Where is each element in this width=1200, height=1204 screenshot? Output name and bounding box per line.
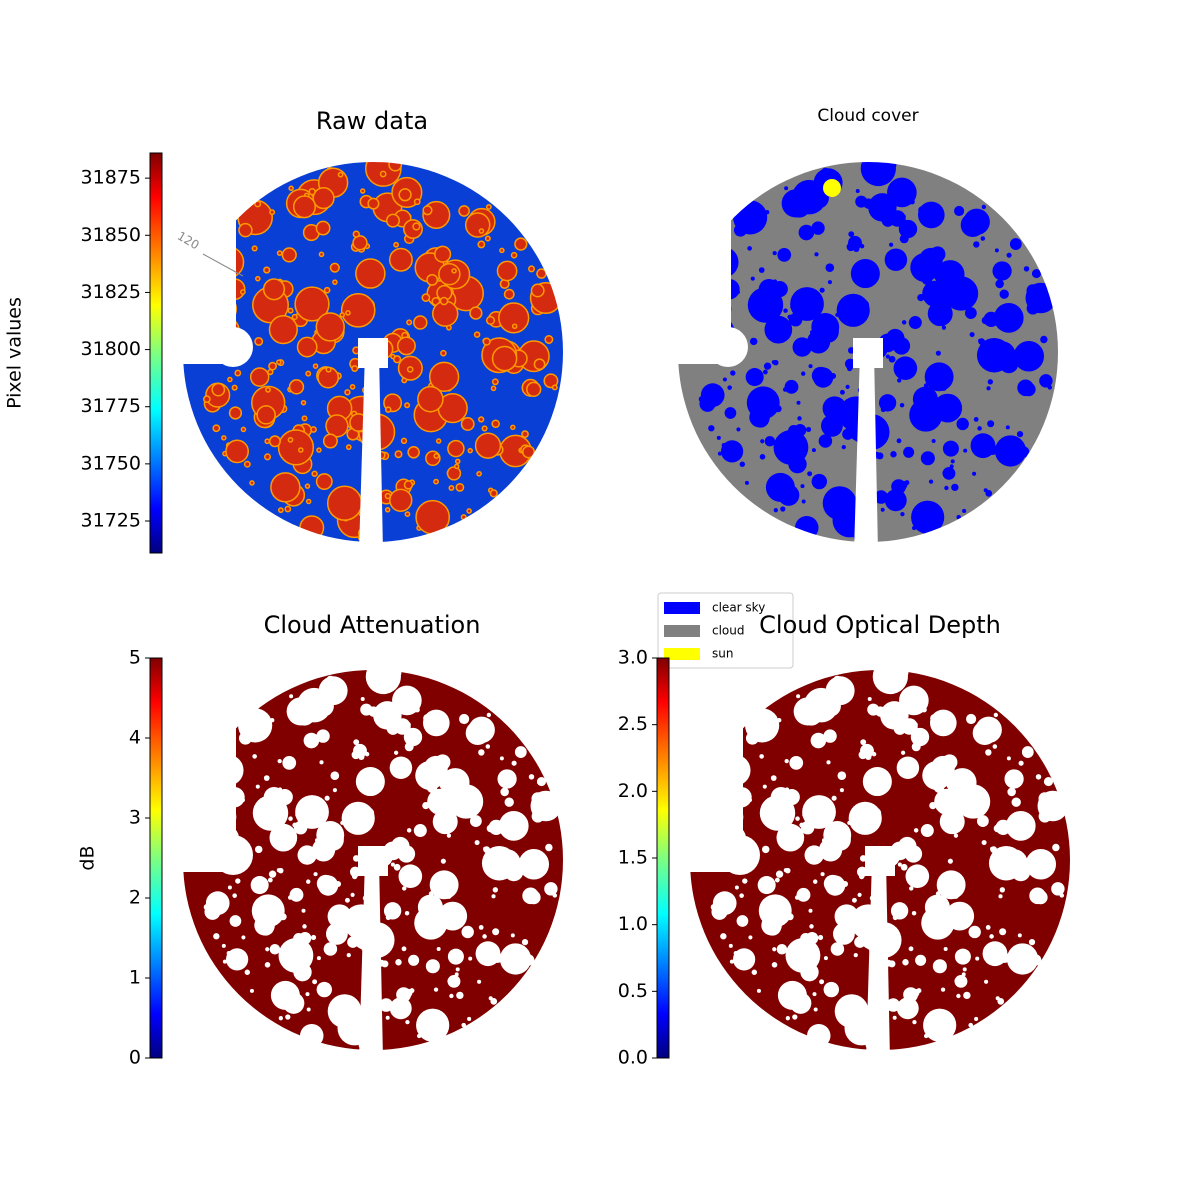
legend-label: clear sky [712, 601, 765, 615]
chart-title: Cloud Optical Depth [759, 611, 1001, 639]
colorbar-tick-label: 0.0 [618, 1047, 648, 1069]
legend-label: sun [712, 647, 733, 661]
colorbar-tick-label: 31875 [81, 167, 141, 189]
colorbar-tick-label: 5 [129, 647, 141, 669]
colorbar-tick-label: 2 [129, 887, 141, 909]
legend-swatch [664, 648, 700, 660]
sky-image [183, 150, 563, 542]
colorbar-tick-label: 31800 [81, 338, 141, 360]
sun-marker [823, 179, 841, 197]
colorbar-tick-label: 0.5 [618, 980, 648, 1002]
colorbar-tick-label: 4 [129, 727, 141, 749]
sky-image [690, 658, 1070, 1050]
colorbar-tick-label: 1.0 [618, 913, 648, 935]
legend-swatch [664, 625, 700, 637]
colorbar-tick-label: 31775 [81, 395, 141, 417]
colorbar [149, 152, 163, 554]
colorbar [149, 657, 163, 1059]
legend-label: cloud [712, 624, 745, 638]
colorbar-tick-label: 1.5 [618, 847, 648, 869]
colorbar-tick-label: 31725 [81, 510, 141, 532]
colorbar [656, 657, 670, 1059]
colorbar-tick-label: 1 [129, 967, 141, 989]
colorbar-tick-label: 2.5 [618, 713, 648, 735]
annotation-line [202, 253, 244, 277]
colorbar-tick-label: 2.0 [618, 780, 648, 802]
legend: clear sky cloud sun [657, 592, 794, 669]
colorbar-tick-label: 3.0 [618, 647, 648, 669]
colorbar-tick-label: 3 [129, 807, 141, 829]
colorbar-tick-label: 31825 [81, 281, 141, 303]
sky-image [678, 150, 1058, 542]
colorbar-label: dB [77, 845, 99, 870]
chart-title: Raw data [316, 107, 428, 135]
sky-image [183, 658, 563, 1050]
colorbar-label: Pixel values [4, 297, 26, 409]
colorbar-tick-label: 0 [129, 1047, 141, 1069]
legend-swatch [664, 602, 700, 614]
colorbar-tick-label: 31850 [81, 224, 141, 246]
colorbar-tick-label: 31750 [81, 452, 141, 474]
chart-title: Cloud cover [817, 106, 918, 126]
chart-title: Cloud Attenuation [264, 611, 481, 639]
